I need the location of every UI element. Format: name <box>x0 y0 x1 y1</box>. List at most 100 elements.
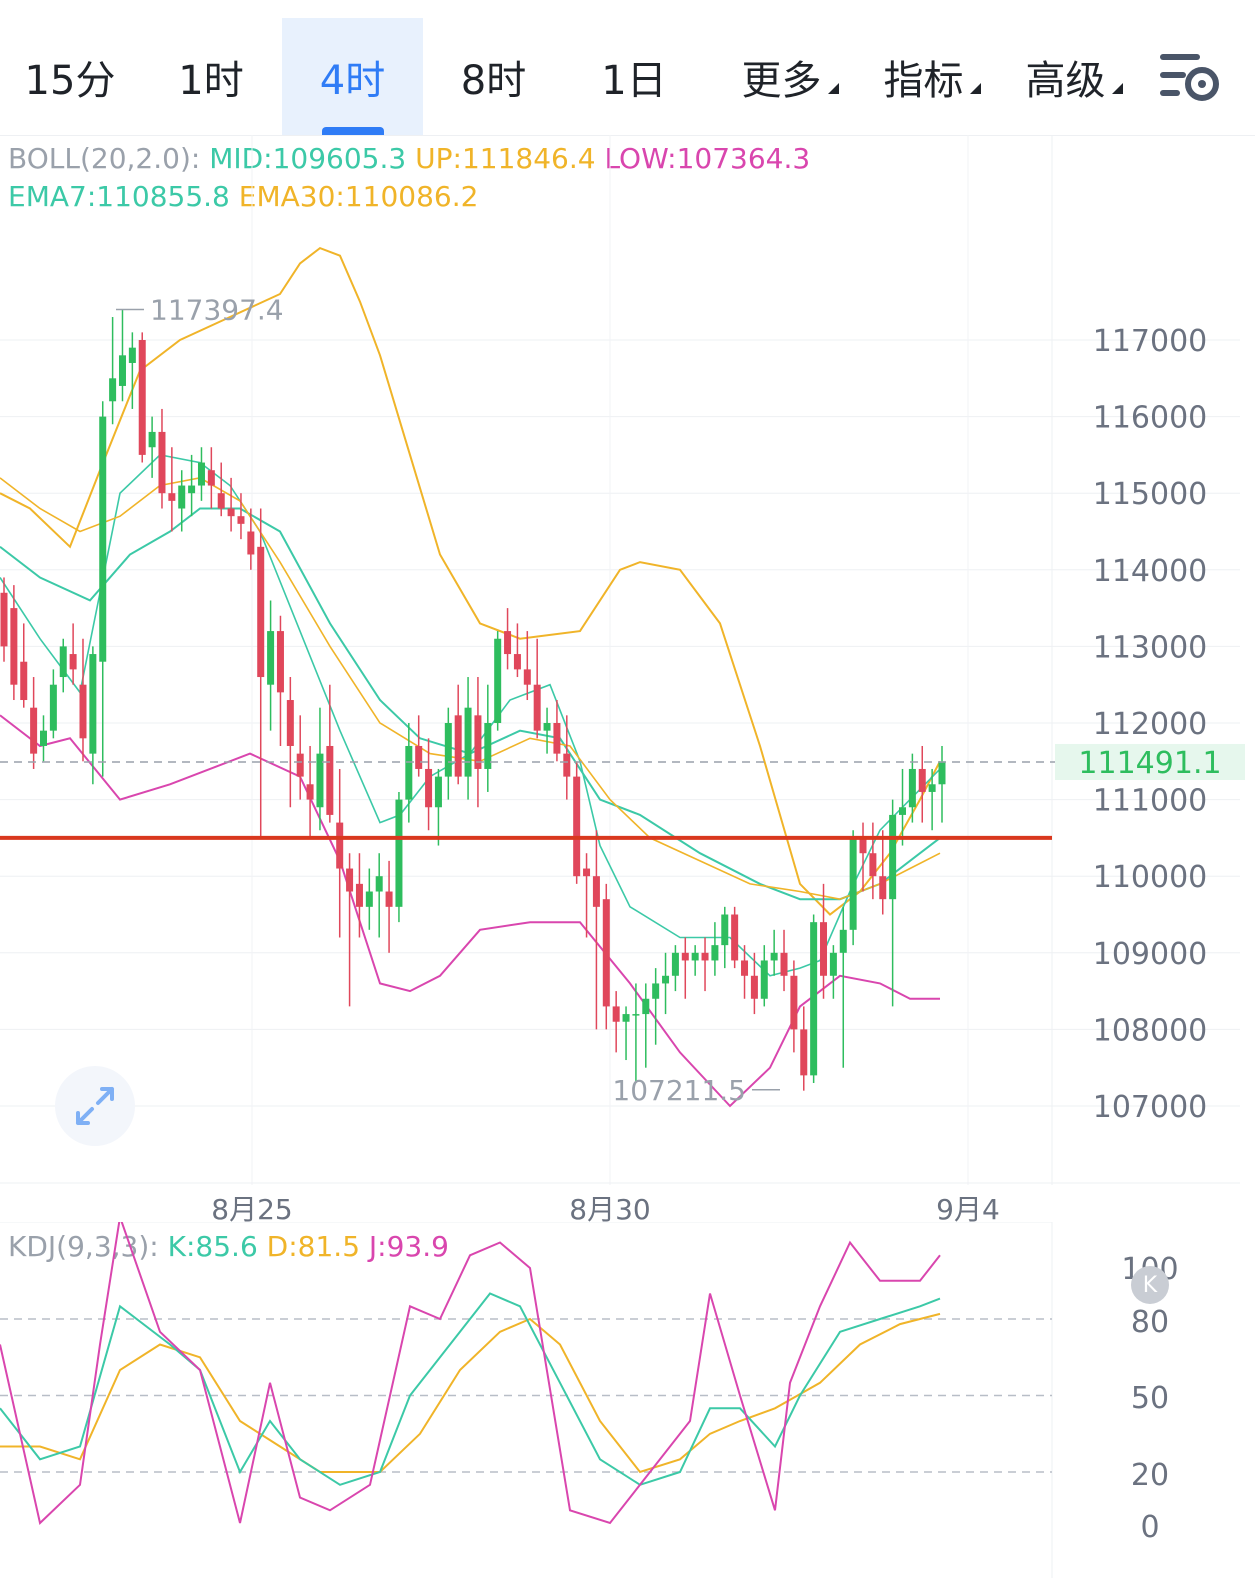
price-tick-label-4: 113000 <box>1093 630 1208 665</box>
tab-advanced[interactable]: 高级 <box>1004 18 1144 135</box>
candle <box>928 768 936 831</box>
candle <box>395 791 403 923</box>
price-tick-label-3: 114000 <box>1093 554 1208 589</box>
candle-body <box>79 684 87 739</box>
candle <box>800 1006 808 1091</box>
price-tick-label-2: 115000 <box>1093 477 1208 512</box>
kdj-chart[interactable]: 1008050200 <box>0 1222 1255 1578</box>
candle <box>889 799 897 1007</box>
candle <box>760 945 768 1007</box>
tab-indicators[interactable]: 指标 <box>862 18 1002 135</box>
tab-more[interactable]: 更多 <box>720 18 860 135</box>
candle-body <box>938 761 946 785</box>
candle-body <box>20 661 28 701</box>
x-label-0: 8月25 <box>211 1193 293 1226</box>
candle <box>89 646 97 785</box>
candle <box>118 309 126 402</box>
candle-body <box>790 975 798 1030</box>
candle-body <box>592 876 600 907</box>
candle <box>168 447 176 532</box>
candle-body <box>276 631 284 693</box>
expand-arrows-icon <box>76 1087 114 1125</box>
candle <box>504 608 512 670</box>
candle-body <box>859 837 867 854</box>
candle <box>375 853 383 938</box>
candle <box>523 631 531 701</box>
tab-1h[interactable]: 1时 <box>178 57 244 104</box>
boll-legend: BOLL(20,2.0): MID:109605.3 UP:111846.4 L… <box>8 142 810 175</box>
candle <box>197 447 205 501</box>
candle <box>296 715 304 800</box>
candle-body <box>750 975 758 999</box>
candle-body <box>39 730 47 746</box>
candle <box>355 853 363 938</box>
candle-body <box>118 355 126 386</box>
candle-body <box>820 922 828 976</box>
ema7-value: EMA7:110855.8 <box>8 180 230 213</box>
tab-4h[interactable]: 4时 <box>282 18 423 135</box>
candle-body <box>681 952 689 961</box>
candle-body <box>800 1029 808 1076</box>
candle-body <box>158 431 166 494</box>
price-chart[interactable]: 117000 116000 115000 114000 113000 112000 1110… <box>0 135 1255 1185</box>
candle <box>908 753 916 823</box>
candle <box>859 822 867 892</box>
candle <box>336 768 344 938</box>
candle-body <box>425 768 433 808</box>
candle-body <box>365 891 373 907</box>
active-tab-indicator <box>321 127 384 135</box>
candle-body <box>109 378 117 402</box>
kdj-tick-label-4: 0 <box>1140 1510 1159 1545</box>
candle-body <box>188 485 196 494</box>
candle <box>434 768 442 846</box>
tab-8h[interactable]: 8时 <box>460 57 527 104</box>
candle <box>227 477 235 532</box>
candle-body <box>178 485 186 509</box>
candle-body <box>928 784 936 792</box>
chart-settings-icon[interactable] <box>1158 50 1220 106</box>
candle-body <box>504 631 512 655</box>
candle <box>662 952 670 1015</box>
candle-body <box>306 784 314 800</box>
candle <box>632 983 640 1084</box>
candle <box>148 416 156 478</box>
candle-body <box>355 883 363 907</box>
candle <box>178 470 186 532</box>
kdj-j-line <box>0 1222 941 1525</box>
tab-1d[interactable]: 1日 <box>601 57 667 104</box>
candle <box>128 332 136 409</box>
candle-body <box>494 638 502 723</box>
boll-mid-value: MID:109605.3 <box>209 142 407 175</box>
candle-body <box>316 753 324 808</box>
candle-body <box>671 952 679 976</box>
candle <box>138 332 146 463</box>
kdj-tick-label-1: 80 <box>1131 1305 1169 1340</box>
candle-body <box>908 768 916 808</box>
candle-body <box>89 654 97 754</box>
k-badge[interactable]: K <box>1131 1266 1169 1304</box>
candle-body <box>227 508 235 517</box>
candle-body <box>197 462 205 486</box>
candle <box>513 623 521 678</box>
candle <box>10 585 18 701</box>
candle <box>849 830 857 946</box>
expand-button[interactable] <box>55 1066 135 1146</box>
candle <box>721 906 729 969</box>
candle-body <box>168 493 176 501</box>
candle-body <box>889 814 897 900</box>
kdj-k-value: K:85.6 <box>167 1230 258 1263</box>
candle <box>780 929 788 992</box>
high-marker-label: 117397.4 <box>150 294 284 327</box>
kdj-d-line <box>0 1312 941 1474</box>
tab-15m[interactable]: 15分 <box>24 57 116 104</box>
candle <box>553 700 561 762</box>
candle <box>69 623 77 685</box>
candle <box>938 745 946 823</box>
candle <box>267 600 275 731</box>
candle-body <box>583 868 591 877</box>
candle-body <box>612 1006 620 1022</box>
candle <box>464 677 472 800</box>
price-tick-label-8: 109000 <box>1093 937 1208 972</box>
x-label-1: 8月30 <box>569 1193 651 1226</box>
candle-body <box>484 723 492 769</box>
